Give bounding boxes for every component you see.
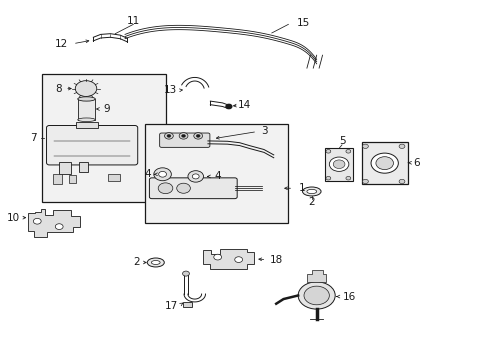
Text: 7: 7: [30, 133, 37, 143]
Circle shape: [345, 149, 350, 153]
Bar: [183, 302, 191, 307]
Circle shape: [225, 104, 231, 109]
Text: 4: 4: [144, 169, 151, 179]
Text: 10: 10: [6, 213, 20, 222]
Text: 17: 17: [164, 301, 178, 311]
Text: 18: 18: [269, 255, 282, 265]
Bar: [325, 148, 352, 181]
Bar: [76, 122, 98, 129]
Circle shape: [375, 157, 393, 170]
Polygon shape: [306, 270, 326, 282]
Circle shape: [398, 144, 404, 148]
Polygon shape: [203, 249, 254, 269]
Circle shape: [234, 257, 242, 262]
Ellipse shape: [78, 97, 95, 101]
Circle shape: [298, 282, 334, 309]
Ellipse shape: [147, 258, 164, 267]
Circle shape: [213, 254, 221, 260]
Circle shape: [325, 176, 330, 180]
Text: 8: 8: [55, 84, 61, 94]
Text: 1: 1: [298, 183, 305, 193]
Text: 16: 16: [342, 292, 355, 302]
Text: 2: 2: [133, 257, 139, 267]
Text: 12: 12: [55, 39, 68, 49]
Bar: [78, 99, 95, 120]
Circle shape: [181, 134, 185, 137]
Bar: [108, 174, 120, 181]
Text: 15: 15: [296, 18, 309, 28]
Bar: [59, 162, 71, 174]
Circle shape: [158, 183, 172, 194]
Circle shape: [362, 144, 367, 148]
FancyBboxPatch shape: [46, 126, 138, 165]
Circle shape: [33, 219, 41, 224]
Circle shape: [187, 171, 203, 182]
Circle shape: [182, 271, 189, 276]
Text: 14: 14: [237, 100, 251, 111]
Circle shape: [158, 171, 166, 177]
Ellipse shape: [302, 187, 321, 196]
Bar: [42, 74, 166, 202]
Circle shape: [154, 168, 171, 181]
Bar: [53, 174, 62, 184]
Circle shape: [192, 174, 199, 179]
Circle shape: [55, 224, 63, 229]
FancyBboxPatch shape: [159, 133, 209, 147]
Circle shape: [75, 81, 97, 96]
Circle shape: [398, 179, 404, 184]
Text: 3: 3: [260, 126, 267, 135]
Bar: [144, 125, 288, 223]
Circle shape: [176, 183, 190, 193]
Text: 2: 2: [308, 197, 314, 207]
Text: 4: 4: [214, 171, 221, 181]
Circle shape: [179, 133, 187, 139]
Circle shape: [164, 133, 173, 139]
Circle shape: [362, 179, 367, 184]
Circle shape: [345, 176, 350, 180]
Circle shape: [196, 134, 200, 137]
Bar: [69, 175, 76, 183]
Text: 13: 13: [163, 85, 177, 95]
Circle shape: [332, 160, 344, 168]
Circle shape: [193, 133, 202, 139]
Text: 5: 5: [338, 136, 345, 146]
Polygon shape: [27, 210, 80, 237]
Circle shape: [325, 149, 330, 153]
Bar: [361, 142, 407, 184]
Circle shape: [304, 286, 329, 305]
Ellipse shape: [151, 261, 160, 265]
Ellipse shape: [306, 189, 316, 194]
Circle shape: [329, 157, 348, 171]
Text: 9: 9: [103, 104, 110, 114]
FancyBboxPatch shape: [149, 178, 237, 199]
Text: 6: 6: [412, 158, 419, 168]
Circle shape: [370, 153, 398, 173]
Text: 11: 11: [126, 17, 140, 27]
Bar: [79, 162, 88, 172]
Ellipse shape: [78, 118, 95, 122]
Circle shape: [166, 134, 170, 137]
